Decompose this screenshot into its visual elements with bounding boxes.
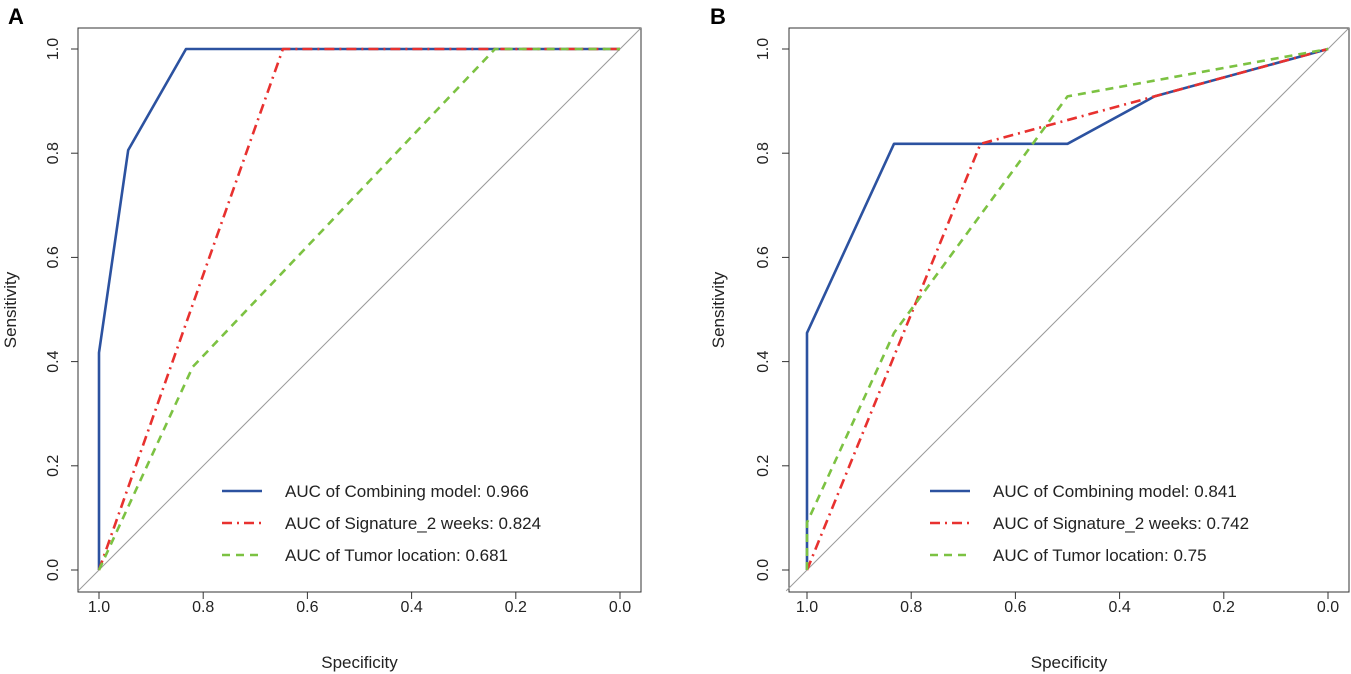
x-tick-label: 0.4 [1108,599,1130,616]
y-axis-title: Sensitivity [1,271,20,348]
y-tick-label: 0.0 [755,559,772,581]
x-tick-label: 0.2 [1213,599,1235,616]
reference-diagonal [77,27,642,592]
y-tick-label: 0.0 [45,559,62,581]
x-tick-label: 0.0 [609,599,631,616]
x-axis-title: Specificity [1031,653,1108,672]
panel-letter: A [8,4,24,29]
x-tick-label: 0.4 [400,599,422,616]
y-tick-label: 0.2 [755,455,772,477]
panel-letter: B [710,4,726,29]
x-tick-label: 0.2 [505,599,527,616]
roc-panel-b: B 1.0 0.8 0.6 0.4 0.2 0.0 0.0 0.2 0.4 0.6 0.8 1.0 Spe… [709,4,1350,672]
plot-frame [788,27,1350,593]
legend-label-2: AUC of Signature_2 weeks: 0.742 [993,514,1249,533]
x-axis-title: Specificity [321,653,398,672]
legend-label-3: AUC of Tumor location: 0.681 [285,546,508,565]
roc-curve-series-3 [805,47,1329,570]
legend-label-3: AUC of Tumor location: 0.75 [993,546,1207,565]
x-tick-label: 0.8 [192,599,214,616]
y-tick-label: 1.0 [755,38,772,60]
roc-panel-a: A 1.0 0.8 0.6 0.4 0.2 0.0 0.0 0.2 0.4 0.6 0.8 1.0 Spe… [1,4,642,672]
roc-curve-series-2 [805,47,1329,571]
reference-diagonal [785,27,1350,592]
y-tick-label: 0.6 [755,246,772,268]
x-tick-label: 0.6 [296,599,318,616]
legend-label-2: AUC of Signature_2 weeks: 0.824 [285,514,541,533]
y-tick-label: 0.4 [45,350,62,372]
y-tick-label: 0.2 [45,455,62,477]
x-tick-label: 0.6 [1004,599,1026,616]
x-tick-label: 1.0 [796,599,818,616]
legend-label-1: AUC of Combining model: 0.841 [993,482,1237,501]
y-axis-title: Sensitivity [709,271,728,348]
legend-label-1: AUC of Combining model: 0.966 [285,482,529,501]
plot-frame [77,27,642,593]
legend: AUC of Combining model: 0.966 AUC of Sign… [222,482,541,565]
y-tick-label: 0.4 [755,350,772,372]
y-tick-label: 0.8 [755,142,772,164]
roc-curve-series-1 [805,47,1329,570]
y-tick-label: 0.6 [45,246,62,268]
legend: AUC of Combining model: 0.841 AUC of Sign… [930,482,1249,565]
x-tick-label: 1.0 [88,599,110,616]
x-tick-label: 0.0 [1317,599,1339,616]
y-tick-label: 0.8 [45,142,62,164]
y-tick-label: 1.0 [45,38,62,60]
x-tick-label: 0.8 [900,599,922,616]
